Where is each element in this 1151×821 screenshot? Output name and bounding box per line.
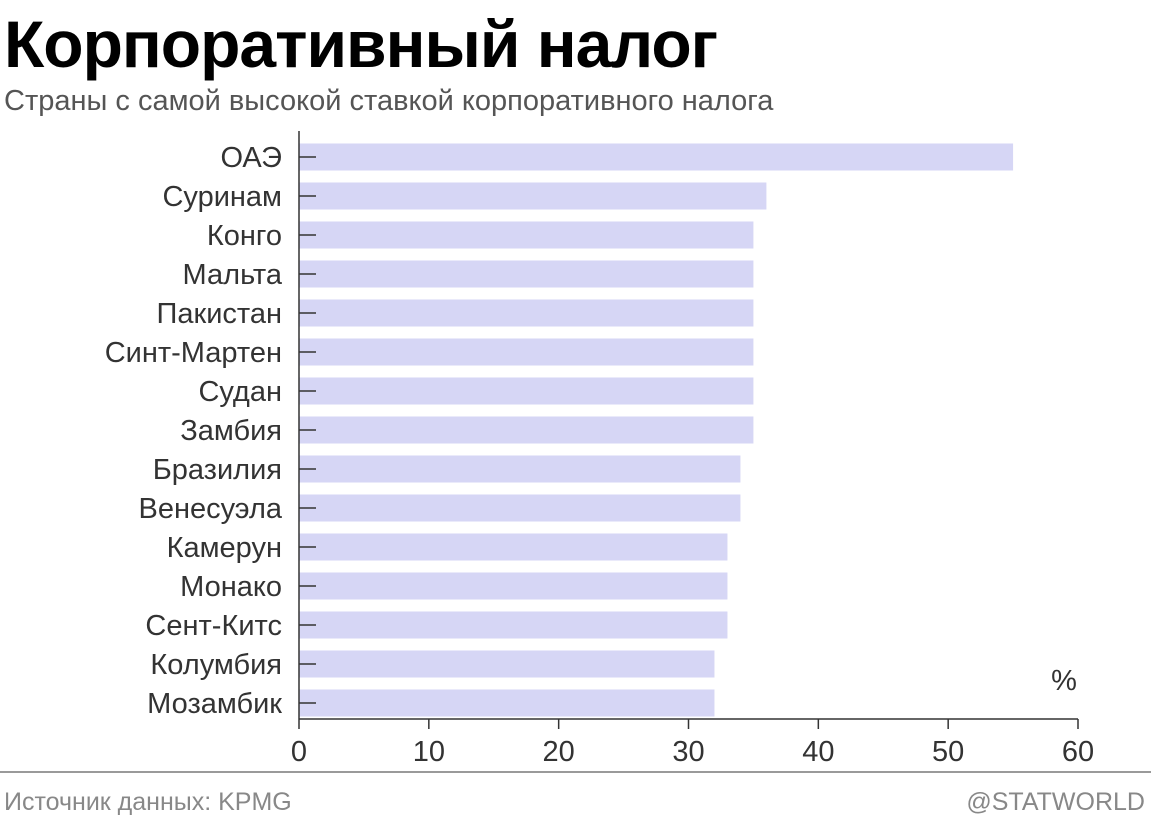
bar: [299, 611, 728, 639]
bar: [299, 182, 767, 210]
category-label: Замбия: [180, 415, 282, 447]
bar: [299, 338, 754, 366]
x-tick-label: 10: [413, 736, 445, 768]
chart-title: Корпоративный налог: [4, 7, 718, 81]
unit-label: %: [1051, 665, 1077, 697]
chart-subtitle: Страны с самой высокой ставкой корпорати…: [4, 85, 774, 117]
bar: [299, 455, 741, 483]
x-tick-label: 30: [672, 736, 704, 768]
category-label: Монако: [180, 571, 282, 603]
category-label: Колумбия: [150, 649, 282, 681]
bar: [299, 143, 1014, 171]
category-label: Пакистан: [157, 298, 282, 330]
category-label: Конго: [207, 220, 282, 252]
category-label: Синт-Мартен: [105, 337, 282, 369]
bar: [299, 494, 741, 522]
bar: [299, 260, 754, 288]
bar: [299, 299, 754, 327]
bars: [299, 143, 1014, 717]
category-label: ОАЭ: [221, 142, 282, 174]
category-label: Мальта: [183, 259, 283, 291]
axes: [298, 131, 1079, 729]
bar: [299, 650, 715, 678]
labels: ОАЭ Суринам Конго Мальта Пакистан Синт-Мартен…: [105, 142, 1094, 768]
x-tick-label: 0: [291, 736, 307, 768]
category-label: Камерун: [167, 532, 282, 564]
bar: [299, 221, 754, 249]
x-tick-label: 60: [1062, 736, 1094, 768]
category-label: Сент-Китс: [145, 610, 282, 642]
source-note: Источник данных: KPMG: [4, 788, 292, 816]
bar: [299, 533, 728, 561]
x-tick-label: 20: [543, 736, 575, 768]
bar: [299, 416, 754, 444]
category-label: Суринам: [162, 181, 282, 213]
brand-label: @STATWORLD: [966, 788, 1145, 816]
bar: [299, 689, 715, 717]
x-tick-label: 50: [932, 736, 964, 768]
category-label: Судан: [198, 376, 282, 408]
bar: [299, 377, 754, 405]
category-label: Мозамбик: [147, 688, 282, 720]
category-label: Бразилия: [153, 454, 282, 486]
bar: [299, 572, 728, 600]
category-label: Венесуэла: [139, 493, 283, 525]
x-tick-label: 40: [802, 736, 834, 768]
footer-divider: [0, 771, 1151, 773]
